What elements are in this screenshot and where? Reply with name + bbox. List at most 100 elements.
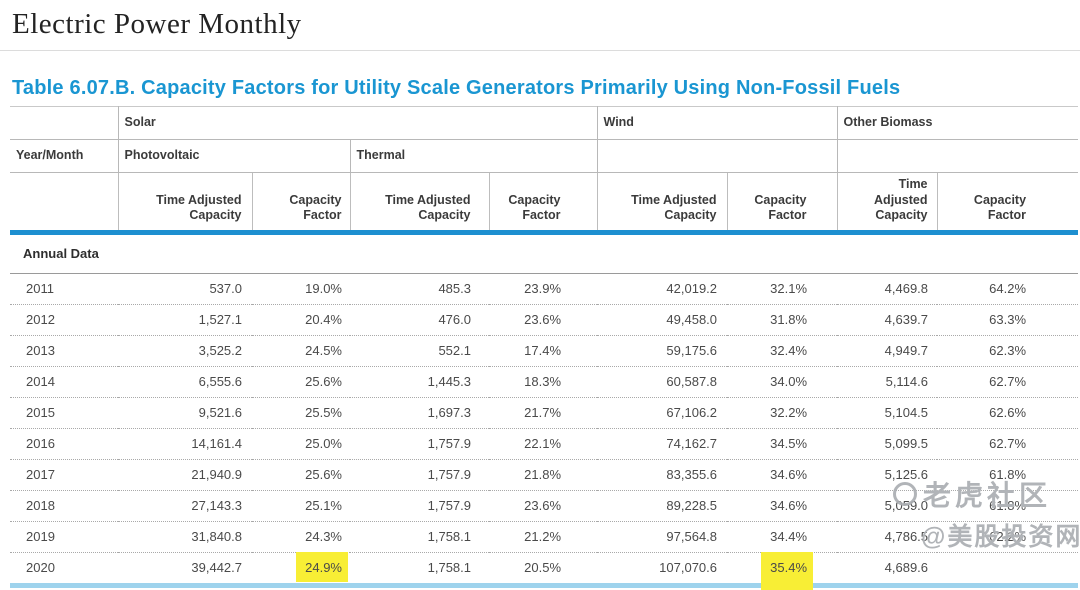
year-cell: 2017 [26, 467, 55, 483]
solar-thermal-cf-cell: 20.5% [524, 560, 562, 576]
biomass-cf-cell: 62.2% [989, 529, 1027, 545]
section-row-annual-data: Annual Data [10, 229, 1079, 274]
col-header-wind-time-adjusted-capacity: Time Adjusted Capacity [596, 172, 728, 233]
col-header-wind-capacity-factor: Capacity Factor [726, 172, 838, 233]
solar-pv-cf-cell: 24.9% [252, 552, 350, 585]
solar-pv-capacity-cell: 31,840.8 [191, 529, 242, 545]
wind-cf-cell: 35.4% [727, 552, 837, 590]
solar-thermal-capacity-cell: 485.3 [438, 281, 471, 297]
solar-pv-cf-cell: 25.6% [305, 467, 342, 483]
biomass-cf-cell: 64.2% [989, 281, 1027, 297]
solar-pv-capacity-cell: 1,527.1 [198, 312, 242, 328]
table-row-2011: 2011 537.0 19.0% 485.3 23.9% 42,019.2 32.1% 4,4… [10, 273, 1079, 305]
table-row-2018: 2018 27,143.3 25.1% 1,757.9 23.6% 89,228.5 34.… [10, 490, 1079, 522]
page-title: Electric Power Monthly [12, 8, 302, 40]
capacity-factors-table: Solar Wind Other Biomass Year/Month Phot… [10, 106, 1079, 590]
biomass-capacity-cell: 4,949.7 [884, 343, 929, 359]
wind-capacity-cell: 107,070.6 [659, 560, 718, 576]
biomass-cf-cell: 63.3% [989, 312, 1027, 328]
wind-cf-cell: 32.2% [770, 405, 808, 421]
solar-thermal-cf-cell: 21.8% [524, 467, 562, 483]
wind-capacity-cell: 74,162.7 [666, 436, 718, 452]
solar-pv-capacity-cell: 14,161.4 [191, 436, 242, 452]
biomass-cf-cell: 62.6% [989, 405, 1027, 421]
biomass-capacity-cell: 4,786.5 [884, 529, 929, 545]
wind-capacity-cell: 42,019.2 [666, 281, 718, 297]
biomass-capacity-cell: 5,125.6 [884, 467, 929, 483]
solar-thermal-cf-cell: 22.1% [524, 436, 562, 452]
solar-pv-capacity-cell: 6,555.6 [198, 374, 242, 390]
wind-cf-cell: 31.8% [770, 312, 808, 328]
solar-pv-cf-cell: 24.5% [305, 343, 342, 359]
page: Electric Power Monthly Table 6.07.B. Cap… [0, 8, 1080, 590]
biomass-capacity-cell: 4,469.8 [884, 281, 929, 297]
wind-capacity-cell: 49,458.0 [666, 312, 718, 328]
col-header-pv-capacity-factor: Capacity Factor [251, 172, 350, 233]
col-header-biomass-capacity-factor: Capacity Factor [936, 172, 1079, 233]
wind-cf-cell: 34.6% [770, 467, 808, 483]
group-header-other-biomass: Other Biomass [836, 106, 1079, 140]
highlight-marker: 35.4% [761, 552, 814, 590]
col-header-thermal-time-adjusted-capacity: Time Adjusted Capacity [349, 172, 489, 233]
solar-pv-capacity-cell: 39,442.7 [191, 560, 242, 576]
table-row-2014: 2014 6,555.6 25.6% 1,445.3 18.3% 60,587.8 34.0… [10, 366, 1079, 398]
biomass-capacity-cell: 4,689.6 [884, 560, 929, 576]
year-cell: 2018 [26, 498, 55, 514]
biomass-cf-cell: 62.3% [989, 343, 1027, 359]
subgroup-header-wind-cont [596, 139, 838, 173]
wind-capacity-cell: 59,175.6 [666, 343, 718, 359]
biomass-cf-cell: 62.7% [989, 436, 1027, 452]
table-row-2020: 2020 39,442.7 24.9% 1,758.1 20.5% 107,070.6 35… [10, 552, 1079, 590]
solar-pv-cf-cell: 20.4% [305, 312, 342, 328]
solar-thermal-capacity-cell: 552.1 [438, 343, 471, 359]
year-cell: 2014 [26, 374, 55, 390]
biomass-cf-cell: 61.8% [989, 467, 1027, 483]
solar-thermal-capacity-cell: 1,758.1 [427, 529, 471, 545]
biomass-capacity-cell: 5,059.0 [884, 498, 929, 514]
year-cell: 2019 [26, 529, 55, 545]
col-header-pv-time-adjusted-capacity: Time Adjusted Capacity [117, 172, 252, 233]
wind-capacity-cell: 89,228.5 [666, 498, 718, 514]
group-header-wind: Wind [596, 106, 838, 140]
wind-cf-cell: 32.1% [770, 281, 808, 297]
biomass-capacity-cell: 5,114.6 [885, 374, 929, 390]
wind-cf-cell: 34.0% [770, 374, 808, 390]
wind-cf-cell: 34.5% [770, 436, 808, 452]
wind-cf-cell: 32.4% [770, 343, 808, 359]
biomass-cf-cell [937, 552, 1078, 585]
solar-pv-capacity-cell: 3,525.2 [198, 343, 242, 359]
year-cell: 2020 [26, 560, 55, 576]
solar-pv-cf-cell: 24.3% [305, 529, 342, 545]
subgroup-header-thermal: Thermal [349, 139, 598, 173]
table-row-2015: 2015 9,521.6 25.5% 1,697.3 21.7% 67,106.2 32.2… [10, 397, 1079, 429]
year-cell: 2016 [26, 436, 55, 452]
header-year-month: Year/Month [10, 139, 118, 173]
table-row-2019: 2019 31,840.8 24.3% 1,758.1 21.2% 97,564.8 34.… [10, 521, 1079, 553]
biomass-capacity-cell: 5,099.5 [884, 436, 929, 452]
wind-capacity-cell: 97,564.8 [666, 529, 718, 545]
col-header-biomass-time-adjusted-capacity: Time Adjusted Capacity [836, 172, 938, 233]
biomass-cf-cell: 61.8% [989, 498, 1027, 514]
solar-pv-capacity-cell: 21,940.9 [191, 467, 242, 483]
wind-cf-cell: 34.6% [770, 498, 808, 514]
title-divider [0, 50, 1080, 51]
solar-thermal-capacity-cell: 1,697.3 [427, 405, 471, 421]
header-blank [10, 173, 118, 233]
col-header-thermal-capacity-factor: Capacity Factor [488, 172, 598, 233]
header-blank [10, 106, 118, 140]
solar-thermal-cf-cell: 21.2% [524, 529, 562, 545]
group-header-solar: Solar [117, 106, 598, 140]
subgroup-header-biomass-cont [836, 139, 1079, 173]
wind-capacity-cell: 67,106.2 [666, 405, 718, 421]
table-title: Table 6.07.B. Capacity Factors for Utili… [12, 77, 901, 99]
solar-thermal-cf-cell: 23.6% [524, 498, 562, 514]
section-label: Annual Data [10, 229, 1079, 274]
year-cell: 2015 [26, 405, 55, 421]
solar-pv-cf-cell: 25.1% [305, 498, 342, 514]
highlight-marker: 24.9% [296, 552, 348, 583]
table-row-2012: 2012 1,527.1 20.4% 476.0 23.6% 49,458.0 31.8% 4… [10, 304, 1079, 336]
solar-thermal-capacity-cell: 1,758.1 [427, 560, 471, 576]
solar-thermal-cf-cell: 17.4% [524, 343, 562, 359]
solar-thermal-capacity-cell: 1,445.3 [427, 374, 471, 390]
solar-pv-capacity-cell: 537.0 [209, 281, 242, 297]
